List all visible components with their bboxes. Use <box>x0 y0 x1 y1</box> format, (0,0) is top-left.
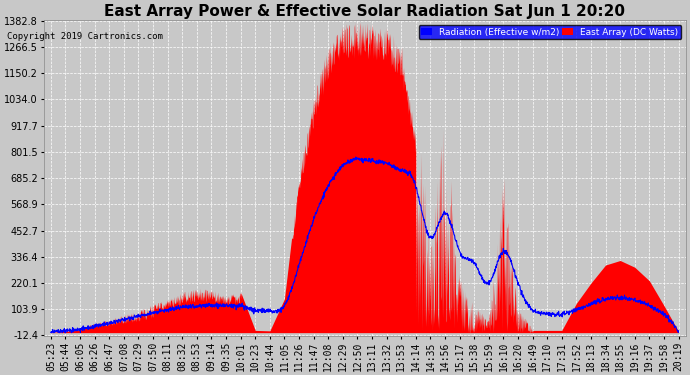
Text: Copyright 2019 Cartronics.com: Copyright 2019 Cartronics.com <box>7 32 163 41</box>
Title: East Array Power & Effective Solar Radiation Sat Jun 1 20:20: East Array Power & Effective Solar Radia… <box>104 4 625 19</box>
Legend: Radiation (Effective w/m2), East Array (DC Watts): Radiation (Effective w/m2), East Array (… <box>419 25 681 39</box>
